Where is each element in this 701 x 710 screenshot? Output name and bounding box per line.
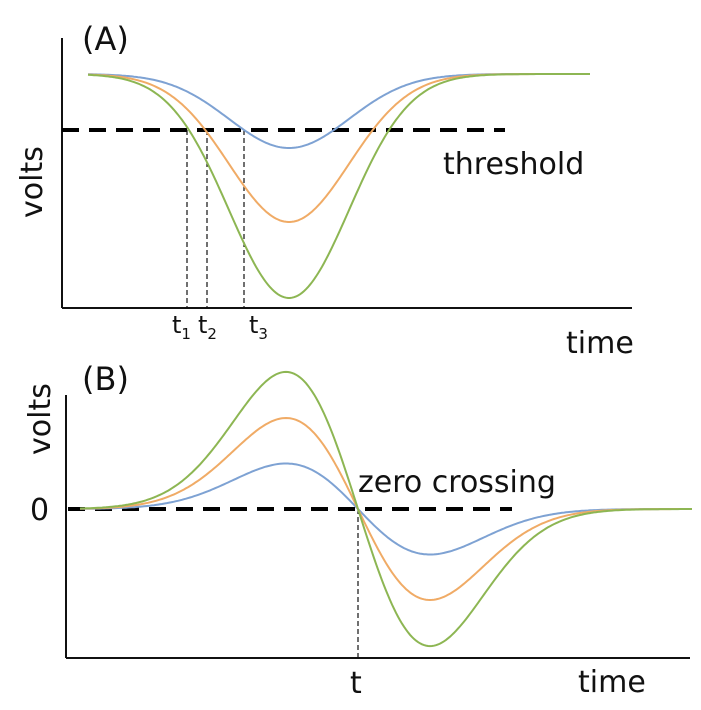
panel-b-x-axis-label: time	[578, 665, 646, 700]
panel-b-y-axis-label: volts	[23, 383, 58, 455]
panel-a-label: (A)	[82, 20, 129, 58]
zero-label: 0	[30, 493, 49, 528]
panel-b-curve-orange	[79, 416, 692, 602]
t1-label: t1	[172, 311, 191, 343]
t3-label: t3	[249, 311, 268, 343]
panel-b: (B) volts time 0 zero crossing t	[23, 360, 692, 701]
crossing-time-label: t	[350, 666, 362, 701]
threshold-label: threshold	[443, 147, 584, 182]
t2-label: t2	[198, 311, 217, 343]
panel-a: (A) volts time threshold t1 t2 t3	[15, 20, 634, 361]
zero-crossing-label: zero crossing	[358, 465, 556, 500]
panel-b-curve-blue	[80, 462, 692, 556]
panel-b-label: (B)	[82, 360, 129, 398]
panel-b-curve-green	[79, 370, 692, 648]
panel-a-curve-green	[87, 73, 590, 299]
panel-a-y-axis-label: volts	[15, 146, 50, 218]
panel-a-curve-blue	[88, 73, 590, 149]
panel-a-x-axis-label: time	[566, 326, 634, 361]
